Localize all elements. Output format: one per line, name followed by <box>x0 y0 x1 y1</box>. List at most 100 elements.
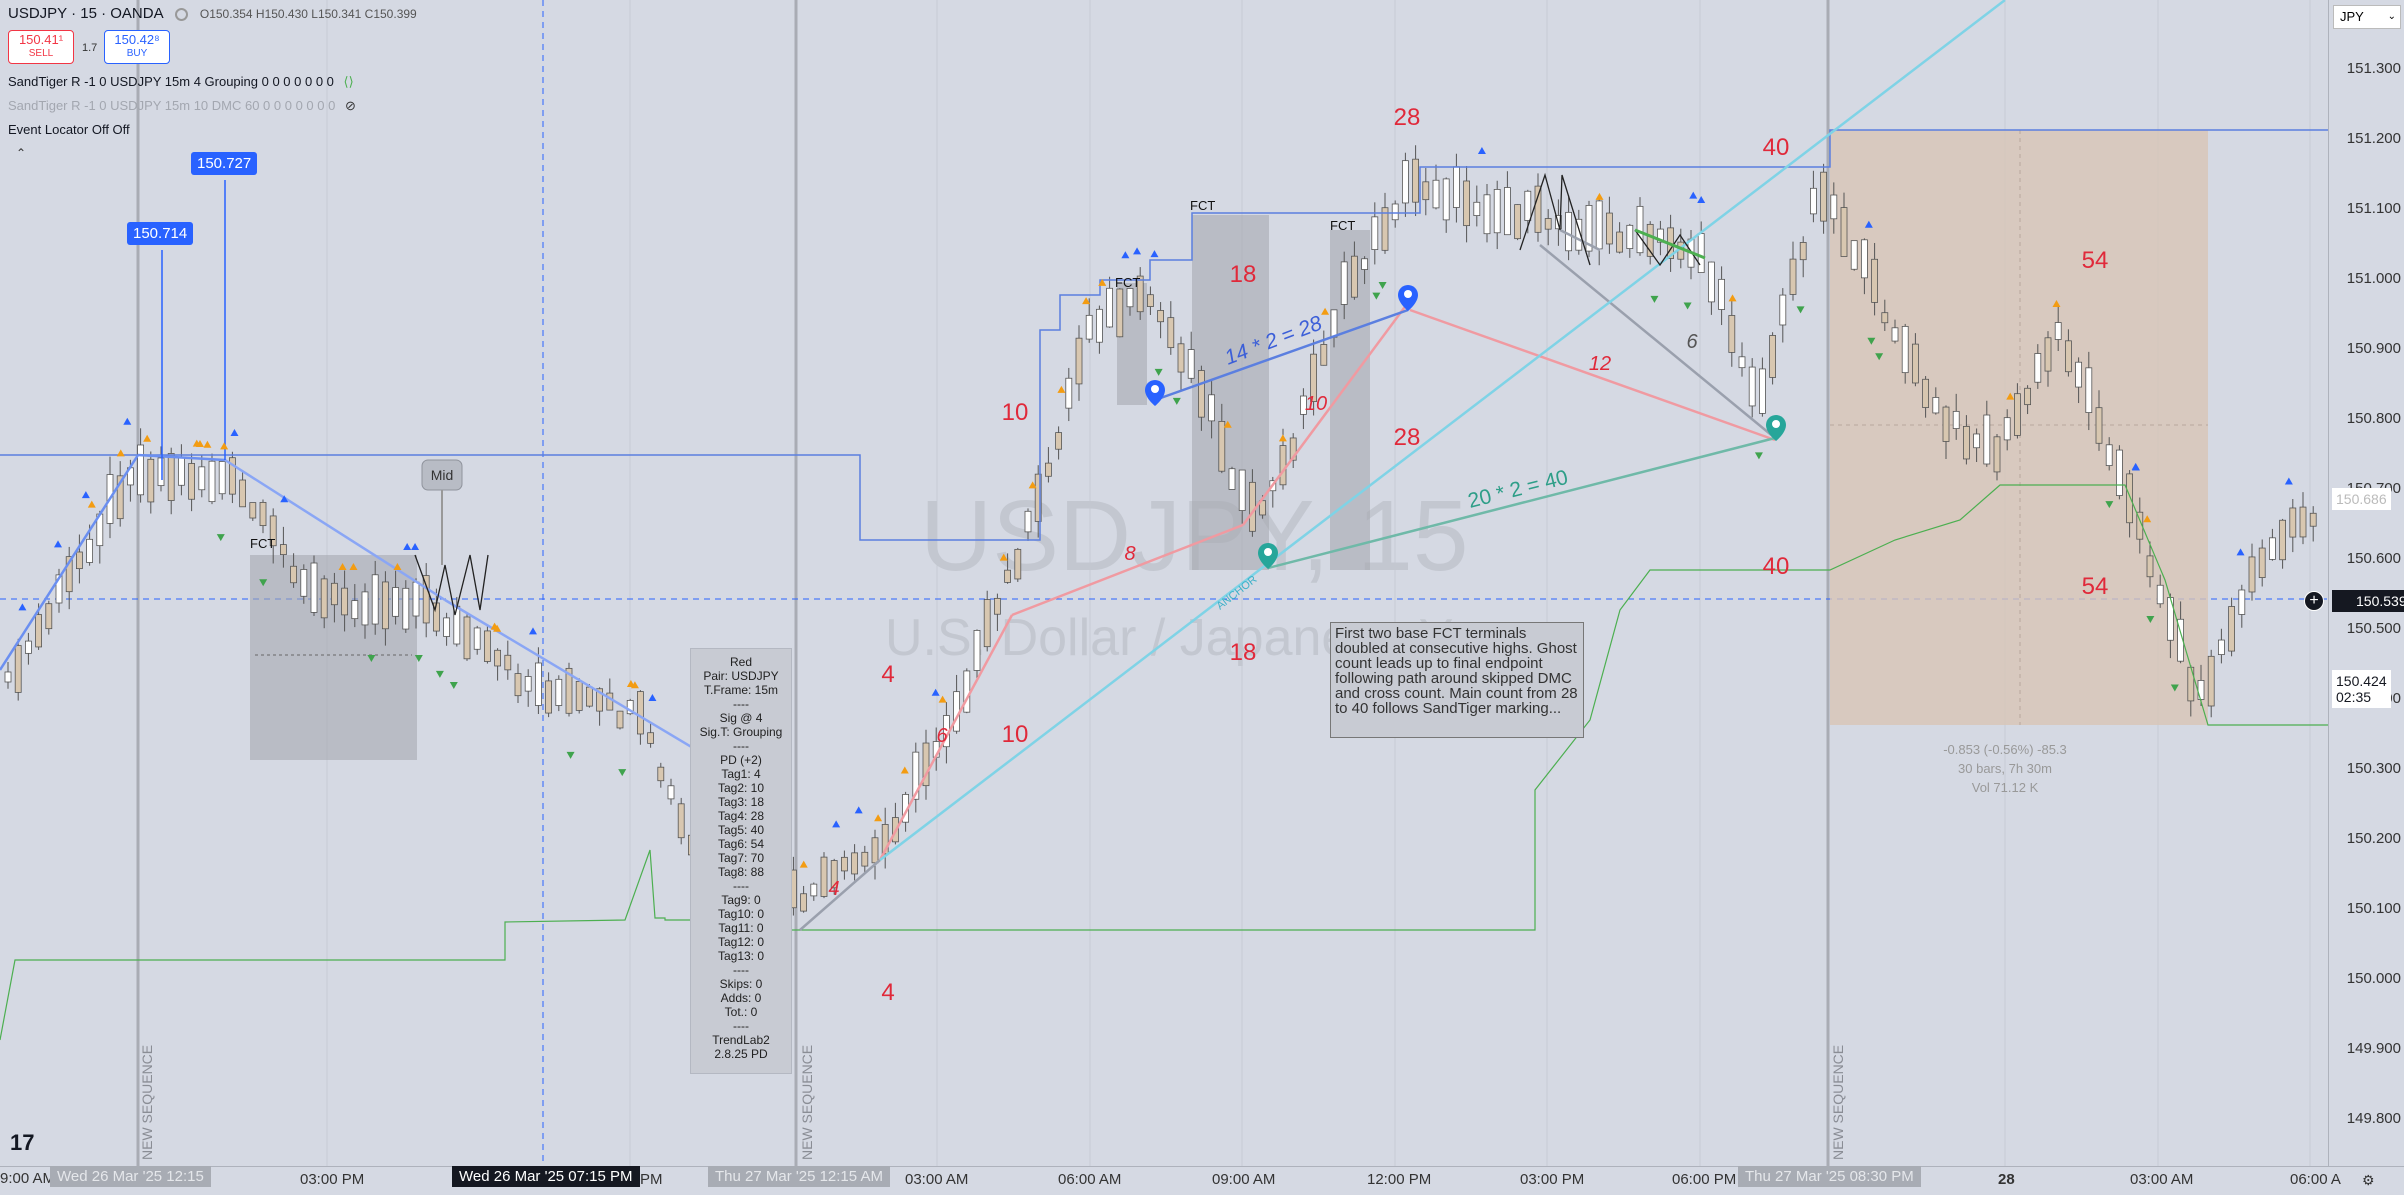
indicator-label: SandTiger R -1 0 USDJPY 15m 10 DMC 60 0 … <box>8 98 336 113</box>
eye-hidden-icon[interactable]: ⊘ <box>344 98 356 113</box>
time-range-start: Wed 26 Mar '25 12:15 <box>50 1166 211 1187</box>
chevron-down-icon: ⌄ <box>2387 11 2396 22</box>
measure-bars: 30 bars, 7h 30m <box>1958 761 2052 776</box>
measure-volume: Vol 71.12 K <box>1971 780 2039 795</box>
crosshair-price-badge: 150.539 <box>2332 590 2404 612</box>
info-line: ---- <box>733 739 749 753</box>
time-tick: 28 <box>1998 1171 2015 1188</box>
info-line: Tot.: 0 <box>724 1005 758 1019</box>
buy-button[interactable]: 150.42⁸ BUY <box>104 30 170 64</box>
info-line: Tag13: 0 <box>717 949 765 963</box>
info-line: Tag7: 70 <box>717 851 765 865</box>
tradingview-logo[interactable]: 17 <box>10 1130 35 1155</box>
time-label: 9:00 AM <box>0 1170 56 1187</box>
annotation-note[interactable]: First two base FCT terminals doubled at … <box>1330 622 1584 738</box>
collapse-legend-icon[interactable]: ⌃ <box>16 146 27 160</box>
info-line: Tag9: 0 <box>721 893 761 907</box>
info-line: Red <box>729 655 752 669</box>
count-label: 40 <box>1763 134 1790 161</box>
sell-label: SELL <box>28 48 54 59</box>
info-line: T.Frame: 15m <box>703 683 778 697</box>
spread-value: 1.7 <box>82 42 98 54</box>
price-tick: 150.600 <box>2346 550 2401 567</box>
info-line: ---- <box>733 1019 749 1033</box>
time-tick: 06:00 A <box>2290 1171 2341 1188</box>
info-line: Skips: 0 <box>719 977 763 991</box>
info-line: Tag8: 88 <box>717 865 765 879</box>
price-tick: 150.800 <box>2346 410 2401 427</box>
time-tick: PM <box>640 1171 663 1188</box>
count-label: 54 <box>2082 573 2109 600</box>
price-tick: 151.200 <box>2346 130 2401 147</box>
indicator-event-locator[interactable]: Event Locator Off Off <box>8 122 130 137</box>
settings-gear-icon[interactable]: ⚙ <box>2362 1172 2375 1188</box>
price-tick: 151.300 <box>2346 60 2401 77</box>
current-price-badge: 150.424 02:35 <box>2332 670 2391 708</box>
new-sequence-label: NEW SEQUENCE <box>139 1045 155 1160</box>
trendlab-info-panel: Red Pair: USDJPY T.Frame: 15m ---- Sig @ 4 Si… <box>690 648 792 1074</box>
info-line: Adds: 0 <box>720 991 762 1005</box>
time-tick: 03:00 PM <box>300 1171 365 1188</box>
indicator-sandtiger-grouping[interactable]: SandTiger R -1 0 USDJPY 15m 4 Grouping 0… <box>8 74 354 90</box>
count-label: 10 <box>1002 721 1029 748</box>
ohlc-values: O150.354 H150.430 L150.341 C150.399 <box>199 7 417 21</box>
buy-price: 150.42⁸ <box>114 32 160 47</box>
crosshair-time-label: Wed 26 Mar '25 07:15 PM <box>452 1166 640 1187</box>
chart-symbol-title[interactable]: USDJPY · 15 · OANDA <box>8 5 164 22</box>
ghost-price-badge: 150.686 <box>2332 488 2391 510</box>
price-axis[interactable]: JPY ⌄ 151.300 151.200 151.100 151.000 150.90… <box>2328 0 2404 1166</box>
count-label: 4 <box>881 661 894 688</box>
indicator-label: SandTiger R -1 0 USDJPY 15m 4 Grouping 0… <box>8 74 334 89</box>
info-line: Tag11: 0 <box>718 921 764 935</box>
code-icon[interactable]: ⟨⟩ <box>343 74 354 89</box>
bar-countdown: 02:35 <box>2336 689 2372 705</box>
fct-label: FCT <box>1190 198 1215 213</box>
price-tick: 151.000 <box>2346 270 2401 287</box>
info-line: Tag3: 18 <box>717 795 765 809</box>
price-tag-150727[interactable]: 150.727 <box>191 152 258 175</box>
info-line: Sig @ 4 <box>719 711 763 725</box>
fct-label: FCT <box>1330 218 1355 233</box>
time-tick: 03:00 AM <box>905 1171 969 1188</box>
crosshair-price: 150.539 <box>2356 593 2404 609</box>
info-line: Tag10: 0 <box>717 907 765 921</box>
symbol-legend[interactable]: USDJPY · 15 · OANDA O150.354 H150.430 L1… <box>8 5 417 22</box>
count-label: 4 <box>881 979 894 1006</box>
sell-button[interactable]: 150.41¹ SELL <box>8 30 74 64</box>
status-dot <box>175 8 189 22</box>
time-tick: 12:00 PM <box>1367 1171 1432 1188</box>
time-tick: 06:00 PM <box>1672 1171 1737 1188</box>
indicator-sandtiger-dmc[interactable]: SandTiger R -1 0 USDJPY 15m 10 DMC 60 0 … <box>8 98 356 114</box>
time-tick: 09:00 AM <box>1212 1171 1276 1188</box>
price-tick: 151.100 <box>2346 200 2401 217</box>
add-alert-icon[interactable]: + <box>2304 591 2324 611</box>
price-tick: 150.500 <box>2346 620 2401 637</box>
info-line: Tag12: 0 <box>717 935 765 949</box>
chart-canvas[interactable]: USDJPY, 15 U.S. Dollar / Japanese Yen <box>0 0 2328 1166</box>
count-label: 8 <box>1124 543 1135 565</box>
info-line: 2.8.25 PD <box>714 1047 768 1061</box>
time-tick: 06:00 AM <box>1058 1171 1122 1188</box>
currency-selector[interactable]: JPY ⌄ <box>2333 5 2401 29</box>
fct-label: FCT <box>250 536 275 551</box>
info-line: Tag6: 54 <box>717 837 765 851</box>
measure-readout: -0.853 (-0.56%) -85.3 30 bars, 7h 30m Vo… <box>1905 740 2105 797</box>
info-line: ---- <box>733 697 749 711</box>
fct-label: FCT <box>1115 275 1140 290</box>
buy-label: BUY <box>126 48 148 59</box>
info-line: PD (+2) <box>720 753 762 767</box>
price-tick: 150.900 <box>2346 340 2401 357</box>
info-line: ---- <box>733 963 749 977</box>
measure-change: -0.853 (-0.56%) -85.3 <box>1943 742 2067 757</box>
info-line: TrendLab2 <box>712 1033 770 1047</box>
info-line: ---- <box>733 879 749 893</box>
new-sequence-label: NEW SEQUENCE <box>799 1045 815 1160</box>
sell-price: 150.41¹ <box>18 32 64 47</box>
time-range-end: Thu 27 Mar '25 08:30 PM <box>1738 1166 1921 1187</box>
time-tick: 03:00 AM <box>2130 1171 2194 1188</box>
count-label: 6 <box>936 725 948 747</box>
price-tag-150714[interactable]: 150.714 <box>127 222 194 245</box>
time-tick: 03:00 PM <box>1520 1171 1585 1188</box>
price-tick: 150.100 <box>2346 900 2401 917</box>
